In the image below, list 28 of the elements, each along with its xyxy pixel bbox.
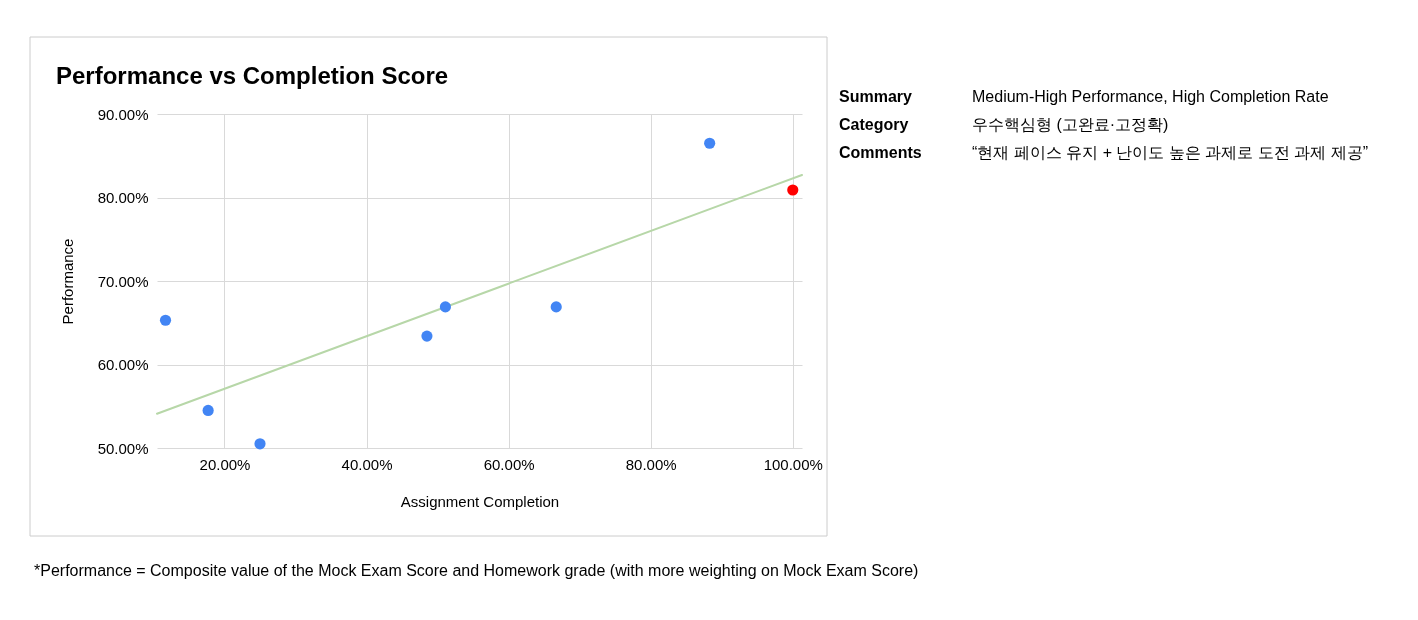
chart-title: Performance vs Completion Score bbox=[56, 61, 449, 89]
y-tick-label: 60.00% bbox=[97, 356, 149, 373]
text: Summary bbox=[839, 88, 913, 105]
y-tick-label: 90.00% bbox=[97, 105, 149, 123]
point bbox=[254, 438, 266, 450]
x-tick-label: 40.00% bbox=[341, 455, 393, 473]
point bbox=[202, 404, 214, 416]
text: *Performance = Composite value of the Mock Exam Score and Homework grade (with more weighting on Mock Exam Score) bbox=[34, 562, 919, 579]
point bbox=[421, 330, 433, 342]
x-tick-label: 20.00% bbox=[199, 455, 251, 473]
y-tick-label: 50.00% bbox=[97, 439, 149, 457]
text: Medium-High Performance, High Completion Rate bbox=[972, 88, 1329, 105]
y-axis-title: Performance bbox=[58, 238, 76, 325]
x-tick-label: 60.00% bbox=[483, 455, 535, 473]
text: Comments bbox=[839, 144, 922, 161]
x-tick-label: 80.00% bbox=[625, 455, 677, 473]
point bbox=[550, 301, 562, 313]
point bbox=[439, 301, 451, 313]
y-tick-label: 70.00% bbox=[97, 272, 149, 290]
point bbox=[787, 184, 799, 196]
y-tick-label: 80.00% bbox=[97, 189, 149, 206]
text: Category bbox=[839, 116, 909, 133]
text: “현재 페이스 유지 + 난이도 높은 과제로 도전 과제 제공” bbox=[972, 144, 1369, 161]
point bbox=[159, 314, 172, 326]
text: 우수핵심형 (고완료·고정확) bbox=[972, 116, 1169, 133]
point bbox=[704, 137, 716, 149]
x-tick-label: 100.00% bbox=[763, 455, 823, 473]
x-axis-title: Assignment Completion bbox=[400, 492, 560, 510]
